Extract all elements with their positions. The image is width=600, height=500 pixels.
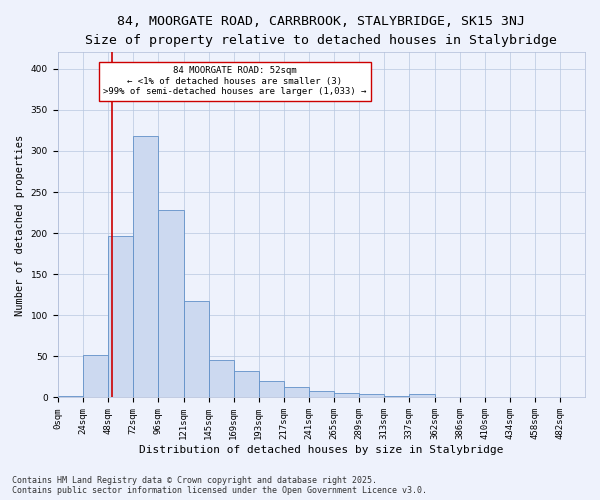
Bar xyxy=(435,396,460,398)
Bar xyxy=(334,392,359,398)
Bar xyxy=(133,136,158,398)
Bar xyxy=(409,394,435,398)
Title: 84, MOORGATE ROAD, CARRBROOK, STALYBRIDGE, SK15 3NJ
Size of property relative to: 84, MOORGATE ROAD, CARRBROOK, STALYBRIDG… xyxy=(85,15,557,47)
X-axis label: Distribution of detached houses by size in Stalybridge: Distribution of detached houses by size … xyxy=(139,445,503,455)
Bar xyxy=(359,394,384,398)
Bar xyxy=(535,396,560,398)
Text: 84 MOORGATE ROAD: 52sqm
← <1% of detached houses are smaller (3)
>99% of semi-de: 84 MOORGATE ROAD: 52sqm ← <1% of detache… xyxy=(103,66,367,96)
Bar xyxy=(485,396,510,398)
Bar xyxy=(83,354,107,398)
Bar xyxy=(259,381,284,398)
Bar xyxy=(510,396,535,398)
Bar xyxy=(460,396,485,398)
Bar xyxy=(107,236,133,398)
Bar xyxy=(233,371,259,398)
Bar xyxy=(58,396,83,398)
Bar xyxy=(209,360,233,398)
Y-axis label: Number of detached properties: Number of detached properties xyxy=(15,134,25,316)
Text: Contains HM Land Registry data © Crown copyright and database right 2025.
Contai: Contains HM Land Registry data © Crown c… xyxy=(12,476,427,495)
Bar xyxy=(184,302,209,398)
Bar xyxy=(309,391,334,398)
Bar xyxy=(284,387,309,398)
Bar xyxy=(560,396,585,398)
Bar xyxy=(384,396,409,398)
Bar xyxy=(158,210,184,398)
